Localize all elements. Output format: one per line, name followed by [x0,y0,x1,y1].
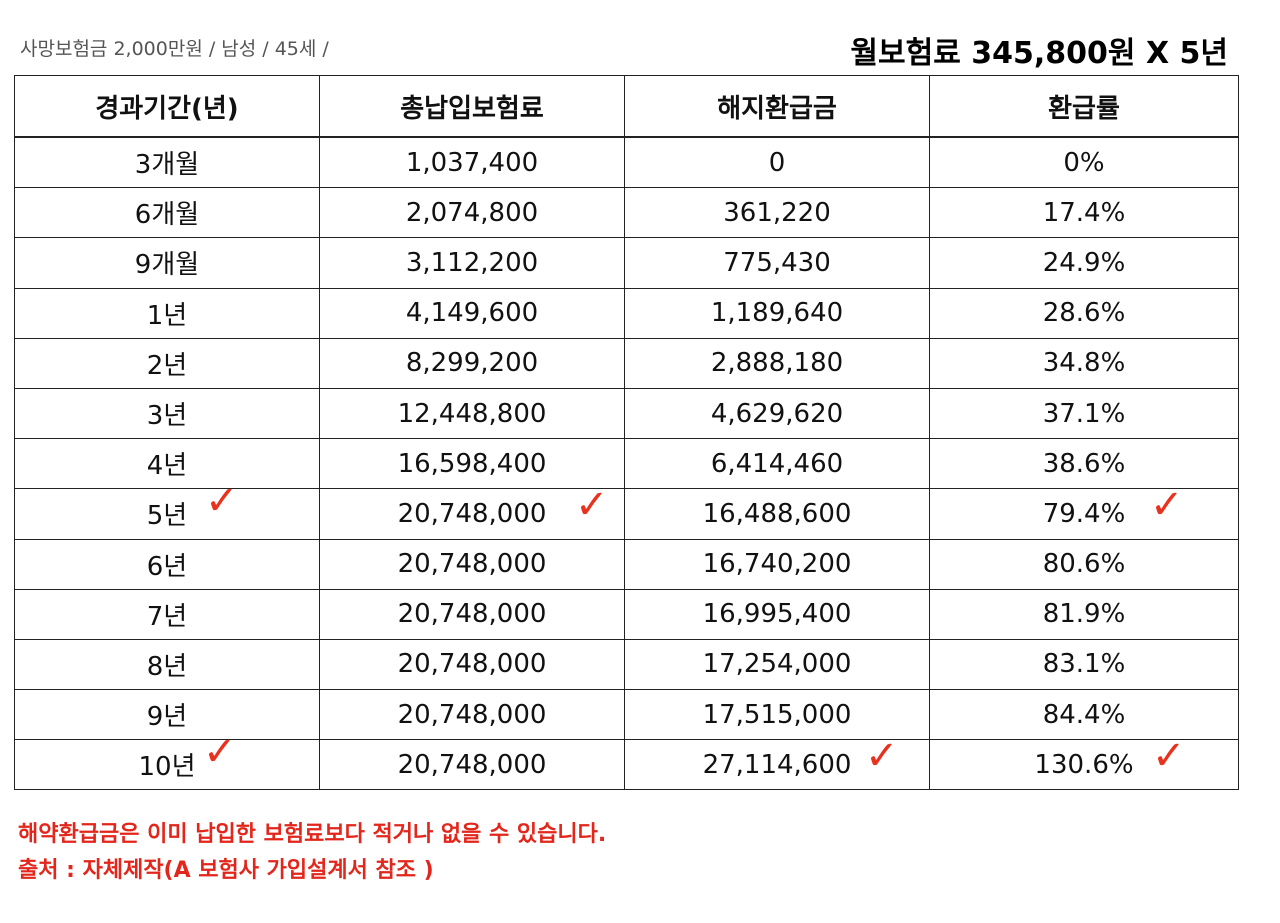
check-mark-icon: ✓ [203,729,237,776]
rate-cell: 84.4% [929,689,1239,741]
surrender-cell: 361,220 [624,187,930,239]
premium-cell: 20,748,000 [319,538,625,590]
surrender-cell: 16,995,400 [624,588,930,640]
surrender-cell: 17,254,000 [624,638,930,691]
table-row: 6년 20,748,000 16,740,200 80.6% [14,538,1239,590]
rate-cell: 17.4% [929,187,1239,239]
premium-cell: 12,448,800 [319,387,625,440]
table-row: 6개월 2,074,800 361,220 17.4% [14,187,1239,239]
check-mark-icon: ✓ [865,732,899,779]
source-note: 출처 : 자체제작(A 보험사 가입설계서 참조 ) [18,858,434,883]
surrender-cell: 1,189,640 [624,287,930,339]
surrender-cell: 775,430 [624,237,930,289]
premium-cell: 8,299,200 [319,337,625,389]
header-period: 경과기간(년) [14,75,320,138]
premium-cell: 20,748,000 [319,588,625,640]
period-cell: 10년 [138,752,196,783]
table-row: 9개월 3,112,200 775,430 24.9% [14,237,1239,289]
period-cell: 9년 [14,689,320,741]
rate-cell: 81.9% [929,588,1239,640]
policy-summary: 사망보험금 2,000만원 / 남성 / 45세 / [20,38,329,60]
premium-cell: 1,037,400 [319,136,625,189]
header-surrender-value: 해지환급금 [624,75,930,138]
table-header-row: 경과기간(년) 총납입보험료 해지환급금 환급률 [14,75,1239,138]
period-cell: 6개월 [14,187,320,239]
rate-cell: 83.1% [929,638,1239,691]
period-cell: 6년 [14,538,320,590]
surrender-cell: 2,888,180 [624,337,930,389]
check-mark-icon: ✓ [205,478,239,525]
table-row: 3개월 1,037,400 0 0% [14,136,1239,189]
table-row: 9년 20,748,000 17,515,000 84.4% [14,689,1239,741]
premium-cell: 20,748,000 [397,498,547,529]
table-row-highlight-10y: 10년 ✓ 20,748,000 27,114,600 ✓ 130.6% ✓ [14,732,1239,791]
period-cell: 4년 [14,438,320,490]
period-cell: 3개월 [14,136,320,189]
check-mark-icon: ✓ [1152,732,1186,779]
surrender-cell: 6,414,460 [624,438,930,490]
table-row: 8년 20,748,000 17,254,000 83.1% [14,638,1239,691]
period-cell: 2년 [14,337,320,389]
rate-cell: 0% [929,136,1239,189]
period-cell: 5년 [146,501,188,532]
rate-cell: 79.4% [1042,498,1126,529]
check-mark-icon: ✓ [575,481,609,528]
premium-cell: 20,748,000 [319,638,625,691]
table-row: 1년 4,149,600 1,189,640 28.6% [14,287,1239,339]
period-cell: 1년 [14,287,320,339]
rate-cell: 28.6% [929,287,1239,339]
check-mark-icon: ✓ [1150,481,1184,528]
premium-cell: 3,112,200 [319,237,625,289]
period-cell: 3년 [14,387,320,440]
rate-cell: 80.6% [929,538,1239,590]
premium-cell: 20,748,000 [319,689,625,741]
rate-cell: 34.8% [929,337,1239,389]
header-total-premium: 총납입보험료 [319,75,625,138]
table-row: 7년 20,748,000 16,995,400 81.9% [14,588,1239,640]
period-cell: 8년 [14,638,320,691]
premium-cell: 2,074,800 [319,187,625,239]
surrender-cell: 4,629,620 [624,387,930,440]
rate-cell: 130.6% [1034,749,1134,780]
surrender-cell: 17,515,000 [624,689,930,741]
surrender-cell: 0 [624,136,930,189]
surrender-cell: 27,114,600 [702,749,852,780]
surrender-cell: 16,740,200 [624,538,930,590]
period-cell: 9개월 [14,237,320,289]
premium-cell: 4,149,600 [319,287,625,339]
rate-cell: 37.1% [929,387,1239,440]
table-row: 2년 8,299,200 2,888,180 34.8% [14,337,1239,389]
rate-cell: 24.9% [929,237,1239,289]
header-refund-rate: 환급률 [929,75,1239,138]
disclaimer-note: 해약환급금은 이미 납입한 보험료보다 적거나 없을 수 있습니다. [18,822,607,847]
period-cell: 7년 [14,588,320,640]
premium-cell: 16,598,400 [319,438,625,490]
rate-cell: 38.6% [929,438,1239,490]
table-row: 4년 16,598,400 6,414,460 38.6% [14,438,1239,490]
surrender-cell: 16,488,600 [624,488,930,540]
premium-cell: 20,748,000 [319,739,625,791]
table-row-highlight-5y: 5년 ✓ 20,748,000 ✓ 16,488,600 79.4% ✓ [14,481,1239,540]
table-row: 3년 12,448,800 4,629,620 37.1% [14,387,1239,440]
monthly-premium: 월보험료 345,800원 X 5년 [850,36,1228,71]
refund-table: 경과기간(년) 총납입보험료 해지환급금 환급률 3개월 1,037,400 0… [14,75,1239,791]
